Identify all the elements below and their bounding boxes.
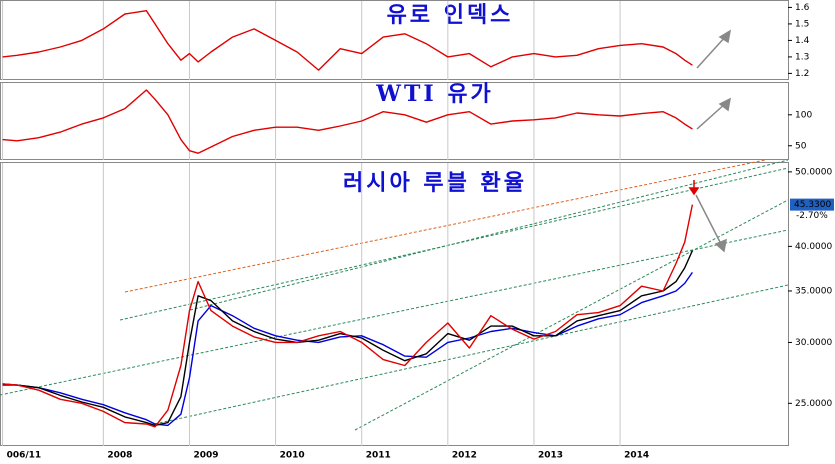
x-tick-label: 2008 (107, 451, 132, 461)
y-tick-label: 1.5 (795, 19, 809, 29)
panel-frame (0, 82, 789, 160)
arrow (695, 194, 722, 245)
trend-line (0, 229, 789, 396)
arrow-head (718, 97, 732, 112)
y-tick-label: 1.4 (795, 36, 810, 46)
x-tick-label: 2014 (624, 451, 649, 461)
x-tick-label: 2012 (452, 451, 477, 461)
arrow (696, 102, 727, 130)
y-tick-label: 50 (795, 141, 807, 151)
y-tick-label: 1.3 (795, 52, 809, 62)
y-tick-label: 50.0000 (795, 167, 832, 177)
y-tick-label: 1.6 (795, 3, 810, 13)
arrow-head (718, 29, 732, 44)
panel-title: 유로 인덱스 (387, 2, 514, 28)
change-label: -2.70% (796, 211, 828, 221)
x-tick-label: 2010 (280, 451, 305, 461)
series-line (2, 250, 694, 427)
panel-title: WTI 유가 (375, 81, 494, 107)
trend-line (124, 159, 766, 293)
series-line (2, 271, 693, 427)
series-line (2, 204, 694, 428)
trend-line (149, 284, 789, 426)
series-line (2, 89, 693, 154)
panel-title: 러시아 루블 환율 (343, 170, 527, 196)
arrow (696, 35, 727, 69)
y-tick-label: 100 (795, 110, 812, 120)
trend-lines (0, 159, 789, 431)
arrows (695, 29, 732, 253)
panel-frame (0, 162, 789, 446)
y-tick-label: 1.2 (795, 69, 809, 79)
arrow-head (714, 238, 727, 253)
x-tick-label: 006/11 (7, 451, 42, 461)
y-tick-label: 30.0000 (795, 338, 832, 348)
trend-line (189, 159, 789, 311)
x-tick-label: 2013 (538, 451, 563, 461)
last-value-box (790, 198, 834, 211)
red-arrow (688, 180, 700, 196)
y-tick-label: 35.0000 (795, 286, 832, 296)
x-tick-label: 2009 (193, 451, 218, 461)
y-tick-label: 40.0000 (795, 242, 832, 252)
trend-line (354, 199, 789, 431)
arrow-head (688, 187, 700, 196)
series-line (2, 10, 693, 71)
last-value-label: 45.3300 (794, 200, 831, 210)
y-tick-label: 25.0000 (795, 399, 832, 409)
x-tick-label: 2011 (366, 451, 391, 461)
